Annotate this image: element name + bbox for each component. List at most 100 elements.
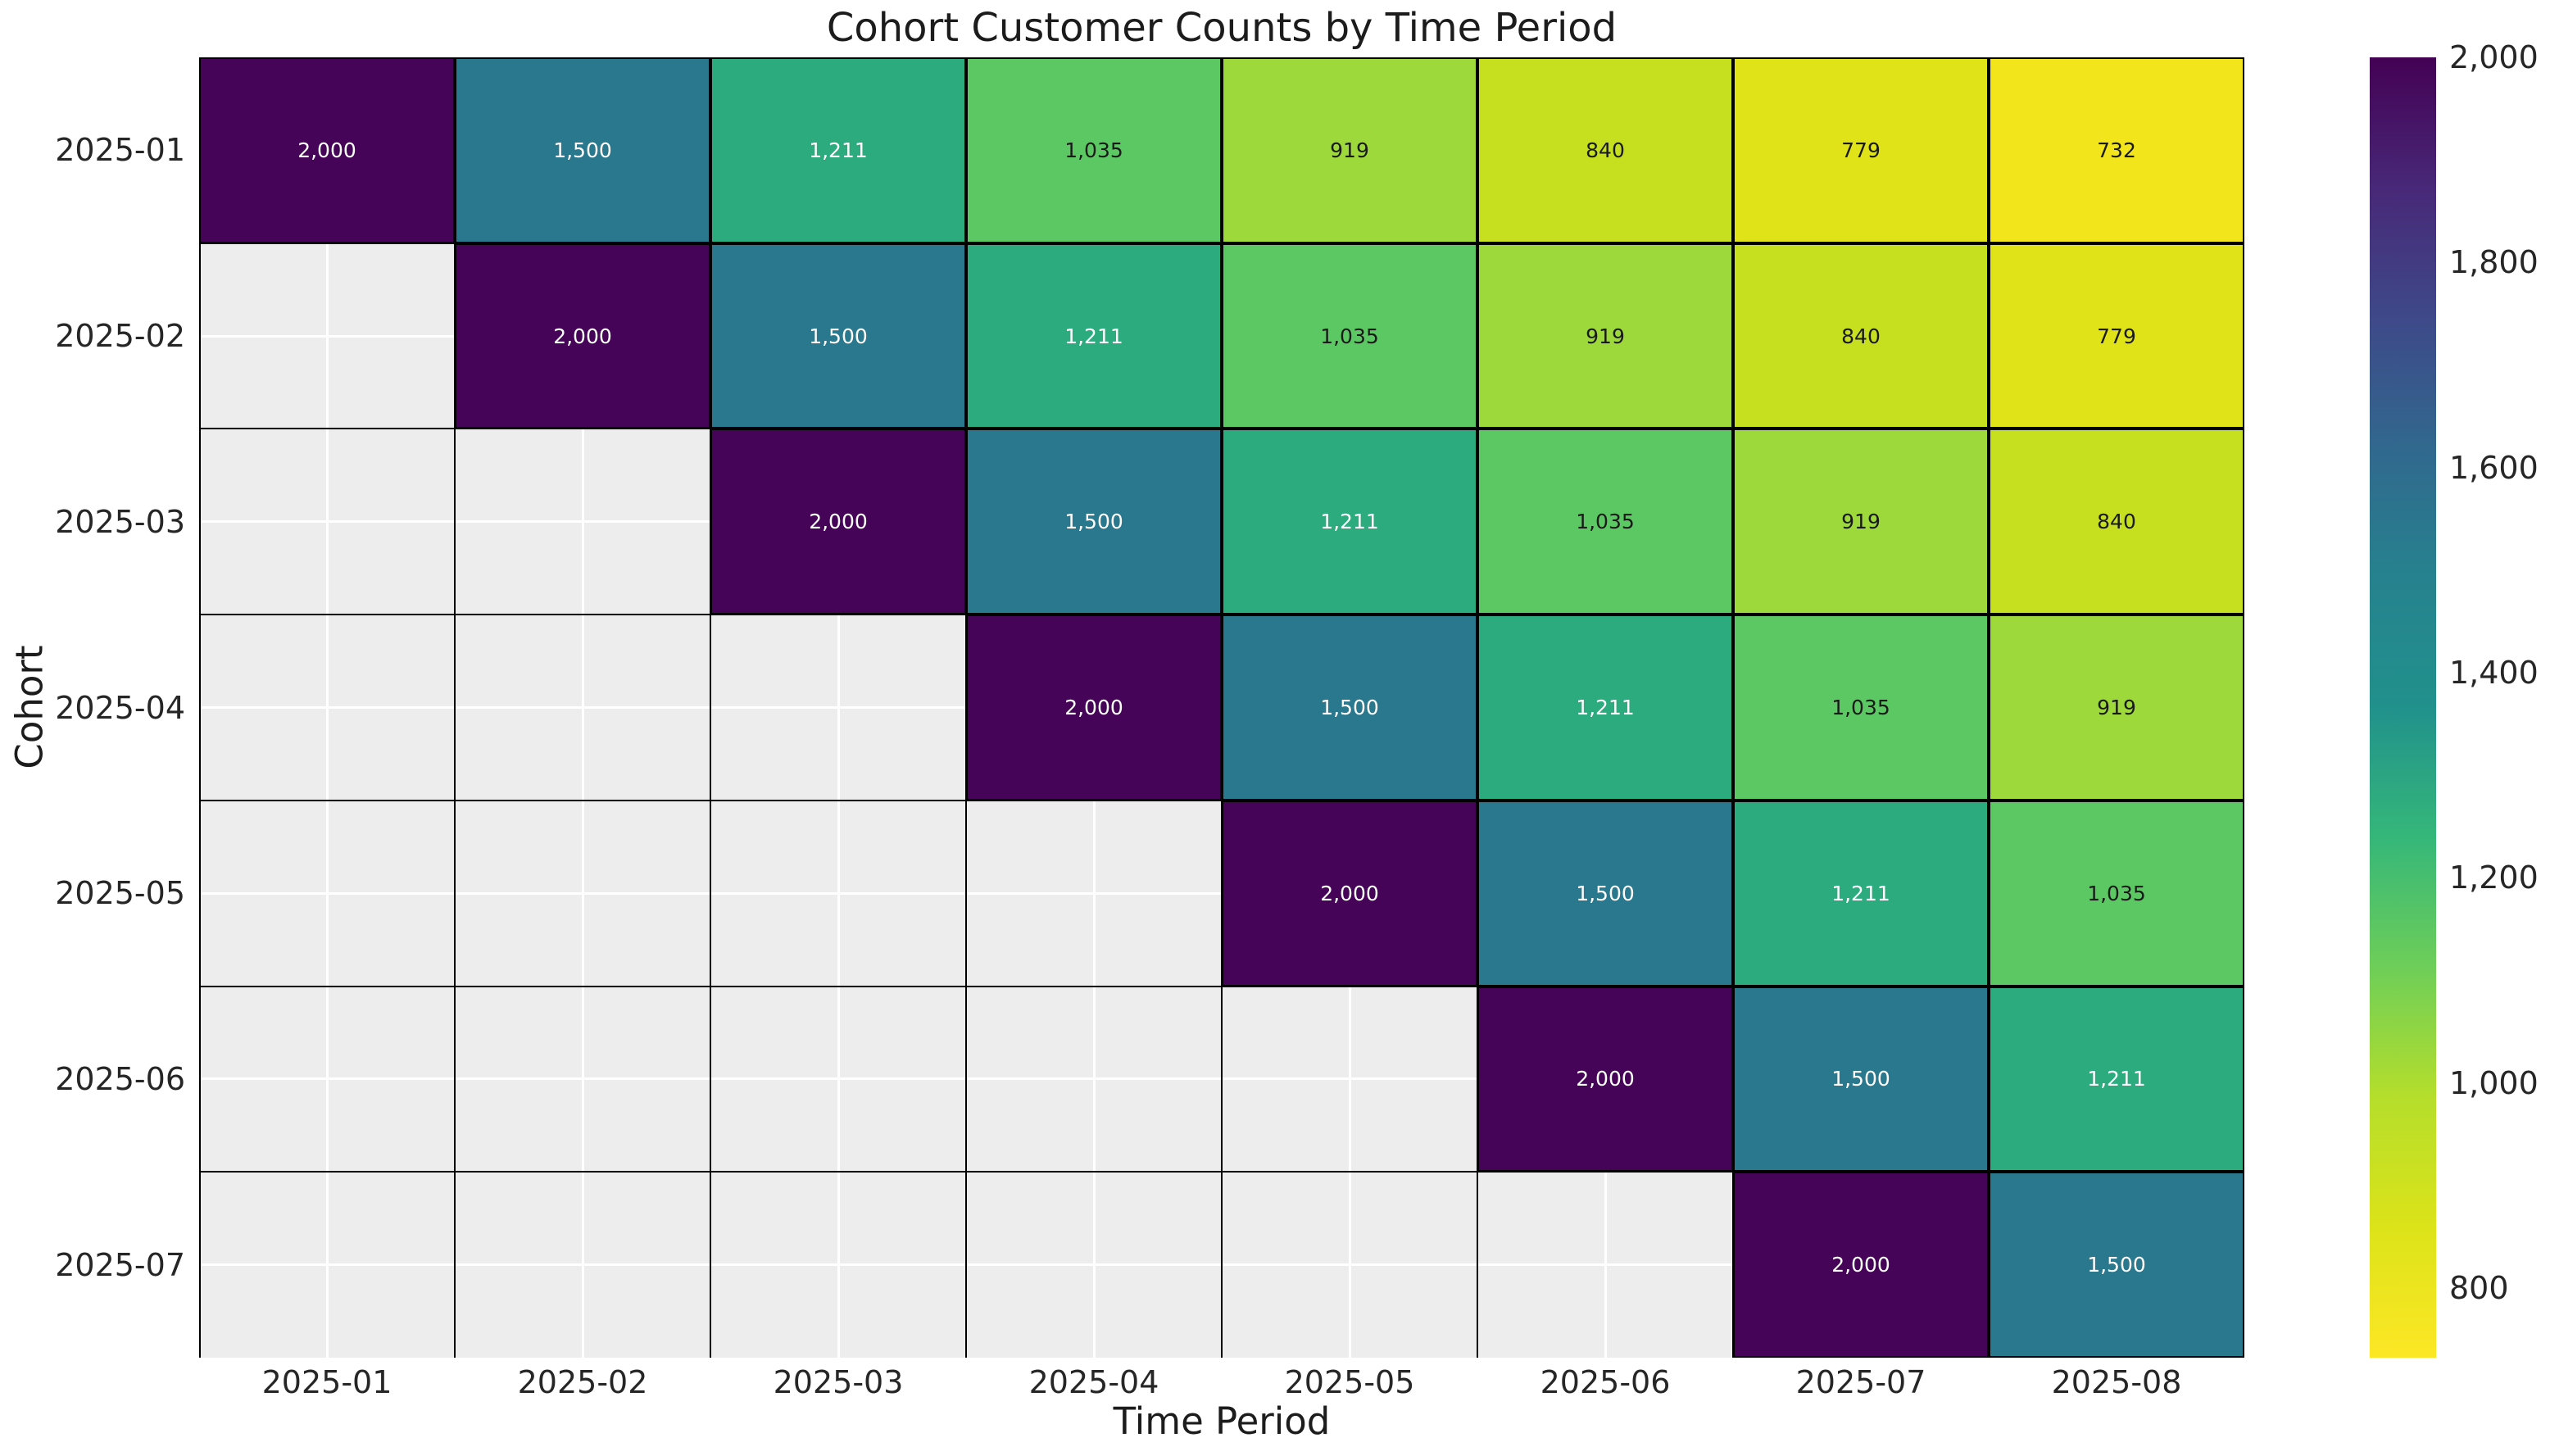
cell-value: 1,035 [2087, 881, 2146, 905]
x-tick-label: 2025-07 [1795, 1364, 1926, 1400]
heatmap-cell: 840 [1989, 429, 2244, 615]
heatmap-cell: 919 [1733, 429, 1989, 615]
heatmap-cell: 1,500 [1477, 800, 1733, 987]
colorbar-tick-label: 1,200 [2449, 860, 2539, 896]
cell-value: 1,035 [1064, 138, 1123, 162]
colorbar-tick-label: 1,800 [2449, 244, 2539, 281]
heatmap-cell: 1,211 [966, 243, 1222, 429]
x-tick-label: 2025-04 [1028, 1364, 1159, 1400]
heatmap-cell: 2,000 [1477, 986, 1733, 1173]
cell-boundary-line [710, 57, 711, 1358]
heatmap-cell: 2,000 [1733, 1172, 1989, 1358]
x-axis-title: Time Period [1113, 1399, 1331, 1443]
heatmap-cell: 2,000 [710, 429, 966, 615]
cell-boundary-line [199, 57, 201, 1358]
heatmap-cell: 1,211 [1477, 615, 1733, 801]
cell-value: 1,500 [1576, 881, 1635, 905]
heatmap-cell: 919 [1989, 615, 2244, 801]
x-tick-label: 2025-06 [1540, 1364, 1671, 1400]
heatmap-cell: 1,035 [966, 57, 1222, 243]
cell-value: 1,035 [1576, 510, 1635, 534]
heatmap-cell: 840 [1733, 243, 1989, 429]
cell-value: 732 [2097, 138, 2136, 162]
colorbar-tick-label: 1,600 [2449, 449, 2539, 486]
x-tick-label: 2025-03 [773, 1364, 904, 1400]
cell-value: 2,000 [553, 324, 612, 348]
cell-value: 919 [1586, 324, 1625, 348]
heatmap-cell: 1,500 [710, 243, 966, 429]
heatmap-cell: 1,211 [1222, 429, 1477, 615]
heatmap-cell: 1,500 [1222, 615, 1477, 801]
cell-value: 1,211 [1831, 881, 1890, 905]
cell-value: 1,500 [1064, 510, 1123, 534]
y-tick-label: 2025-03 [55, 503, 185, 540]
colorbar-gradient [2370, 57, 2436, 1358]
cell-value: 840 [1586, 138, 1625, 162]
heatmap-cell: 1,500 [455, 57, 710, 243]
colorbar-tick-label: 1,400 [2449, 654, 2539, 691]
cell-value: 2,000 [1831, 1253, 1890, 1277]
cell-value: 1,500 [2087, 1253, 2146, 1277]
cell-value: 1,500 [809, 324, 868, 348]
heatmap-cell: 1,035 [1222, 243, 1477, 429]
x-tick-label: 2025-05 [1284, 1364, 1415, 1400]
cell-value: 1,211 [1064, 324, 1123, 348]
colorbar [2370, 57, 2436, 1358]
cell-boundary-line [199, 985, 2244, 987]
colorbar-tick-label: 2,000 [2449, 39, 2539, 75]
heatmap-cell: 1,500 [966, 429, 1222, 615]
cell-value: 2,000 [1320, 881, 1379, 905]
y-tick-label: 2025-02 [55, 318, 185, 355]
x-tick-label: 2025-01 [261, 1364, 392, 1400]
cell-value: 919 [1330, 138, 1369, 162]
heatmap-cell: 840 [1477, 57, 1733, 243]
heatmap-cell: 1,500 [1989, 1172, 2244, 1358]
cell-value: 779 [2097, 324, 2136, 348]
heatmap-cell: 1,035 [1989, 800, 2244, 987]
x-tick-label: 2025-02 [517, 1364, 648, 1400]
heatmap-cell: 2,000 [966, 615, 1222, 801]
heatmap-cell: 2,000 [1222, 800, 1477, 987]
x-tick-label: 2025-08 [2051, 1364, 2182, 1400]
heatmap-cell: 1,211 [710, 57, 966, 243]
cell-value: 1,211 [1576, 695, 1635, 719]
heatmap-cell: 2,000 [199, 57, 455, 243]
cell-value: 1,500 [553, 138, 612, 162]
cell-value: 1,035 [1831, 695, 1890, 719]
heatmap-cell: 919 [1477, 243, 1733, 429]
cell-value: 2,000 [1064, 695, 1123, 719]
chart-title: Cohort Customer Counts by Time Period [826, 5, 1618, 51]
heatmap-plot-area: 2,000 1,500 1,211 1,035 919 840 779 732 2,000 1,5… [199, 57, 2244, 1358]
cell-value: 840 [1841, 324, 1881, 348]
cell-boundary-line [199, 1171, 2244, 1173]
cell-value: 919 [2097, 695, 2136, 719]
cell-value: 1,211 [1320, 510, 1379, 534]
y-tick-label: 2025-07 [55, 1246, 185, 1283]
cell-boundary-line [454, 57, 456, 1358]
heatmap-cell: 2,000 [455, 243, 710, 429]
cell-value: 2,000 [809, 510, 868, 534]
heatmap-cell: 779 [1989, 243, 2244, 429]
cell-value: 779 [1841, 138, 1881, 162]
heatmap-cell: 1,211 [1989, 986, 2244, 1173]
heatmap-cell: 919 [1222, 57, 1477, 243]
cell-value: 1,500 [1831, 1067, 1890, 1091]
heatmap-cell: 732 [1989, 57, 2244, 243]
y-tick-label: 2025-01 [55, 132, 185, 169]
colorbar-tick-label: 800 [2449, 1269, 2509, 1306]
cell-value: 1,500 [1320, 695, 1379, 719]
cell-value: 2,000 [1576, 1067, 1635, 1091]
heatmap-cell: 1,035 [1477, 429, 1733, 615]
y-tick-label: 2025-04 [55, 689, 185, 726]
colorbar-tick-label: 1,000 [2449, 1064, 2539, 1101]
cell-value: 1,035 [1320, 324, 1379, 348]
heatmap-cell: 1,500 [1733, 986, 1989, 1173]
cell-value: 840 [2097, 510, 2136, 534]
y-tick-label: 2025-06 [55, 1060, 185, 1097]
cell-value: 919 [1841, 510, 1881, 534]
y-tick-label: 2025-05 [55, 875, 185, 912]
heatmap-cell: 1,211 [1733, 800, 1989, 987]
cell-value: 1,211 [2087, 1067, 2146, 1091]
heatmap-cell: 1,035 [1733, 615, 1989, 801]
